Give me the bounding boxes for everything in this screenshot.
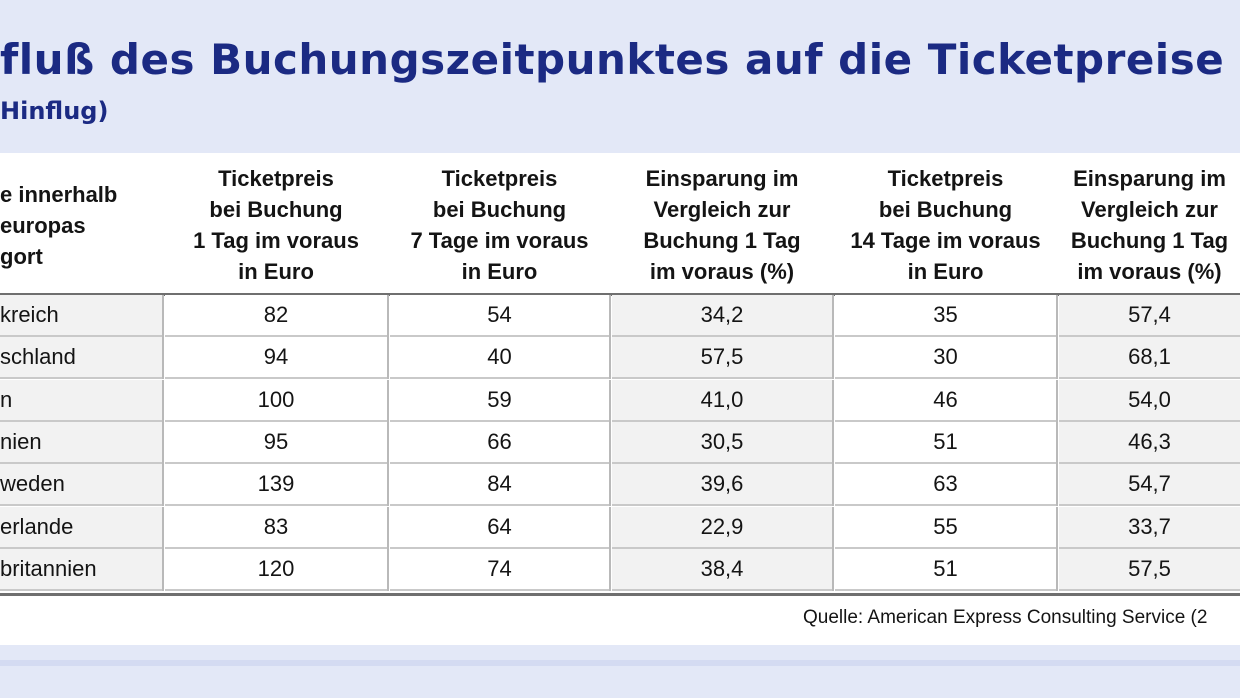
source-note: Quelle: American Express Consulting Serv… bbox=[803, 607, 1208, 628]
table-cell: 66 bbox=[390, 421, 609, 464]
column-divider bbox=[1056, 421, 1058, 464]
row-label: britannien bbox=[0, 548, 162, 591]
table-cell: 57,5 bbox=[1059, 548, 1240, 591]
column-divider bbox=[609, 295, 611, 337]
table-cell: 83 bbox=[165, 506, 387, 549]
column-divider bbox=[387, 295, 389, 337]
table-cell: 63 bbox=[835, 464, 1056, 507]
column-divider bbox=[609, 337, 611, 380]
table-cell: 35 bbox=[835, 295, 1056, 337]
row-label: schland bbox=[0, 337, 162, 380]
table-cell: 34,2 bbox=[612, 295, 832, 337]
table-cell: 38,4 bbox=[612, 548, 832, 591]
column-divider bbox=[832, 421, 834, 464]
column-divider bbox=[162, 379, 164, 422]
column-divider bbox=[832, 379, 834, 422]
table-cell: 51 bbox=[835, 421, 1056, 464]
row-label: n bbox=[0, 379, 162, 422]
row-label: nien bbox=[0, 421, 162, 464]
row-label: weden bbox=[0, 464, 162, 507]
column-divider bbox=[387, 464, 389, 507]
table-cell: 94 bbox=[165, 337, 387, 380]
table-cell: 30 bbox=[835, 337, 1056, 380]
table-cell: 95 bbox=[165, 421, 387, 464]
table-panel: e innerhalb europas gort Ticketpreis bei … bbox=[0, 153, 1240, 645]
table-cell: 54 bbox=[390, 295, 609, 337]
column-header-5: Einsparung im Vergleich zur Buchung 1 Ta… bbox=[1070, 166, 1229, 284]
table-cell: 57,5 bbox=[612, 337, 832, 380]
table-cell: 54,0 bbox=[1059, 379, 1240, 422]
column-divider bbox=[609, 421, 611, 464]
column-divider bbox=[1056, 337, 1058, 380]
table-cell: 54,7 bbox=[1059, 464, 1240, 507]
column-divider bbox=[387, 421, 389, 464]
table-cell: 84 bbox=[390, 464, 609, 507]
table-row: erlande 83 64 22,9 55 33,7 bbox=[0, 506, 1240, 549]
table-row: britannien 120 74 38,4 51 57,5 bbox=[0, 548, 1240, 591]
column-divider bbox=[162, 548, 164, 591]
column-divider bbox=[162, 337, 164, 380]
table-cell: 68,1 bbox=[1059, 337, 1240, 380]
table-row: kreich 82 54 34,2 35 57,4 bbox=[0, 295, 1240, 337]
column-divider bbox=[832, 295, 834, 337]
table-cell: 59 bbox=[390, 379, 609, 422]
table-cell: 57,4 bbox=[1059, 295, 1240, 337]
column-divider bbox=[609, 548, 611, 591]
table-cell: 64 bbox=[390, 506, 609, 549]
table-cell: 30,5 bbox=[612, 421, 832, 464]
column-divider bbox=[832, 506, 834, 549]
column-divider bbox=[832, 337, 834, 380]
column-divider bbox=[1056, 548, 1058, 591]
table-cell: 51 bbox=[835, 548, 1056, 591]
table-cell: 33,7 bbox=[1059, 506, 1240, 549]
table-row: nien 95 66 30,5 51 46,3 bbox=[0, 421, 1240, 464]
chart-subtitle: Hinflug) bbox=[0, 97, 109, 125]
column-divider bbox=[609, 464, 611, 507]
table-cell: 46,3 bbox=[1059, 421, 1240, 464]
table-cell: 40 bbox=[390, 337, 609, 380]
column-divider bbox=[609, 379, 611, 422]
column-divider bbox=[387, 379, 389, 422]
header-rule bbox=[0, 293, 1240, 296]
column-divider bbox=[162, 506, 164, 549]
table-cell: 74 bbox=[390, 548, 609, 591]
table-cell: 46 bbox=[835, 379, 1056, 422]
column-divider bbox=[1056, 379, 1058, 422]
table-cell: 82 bbox=[165, 295, 387, 337]
column-header-0: e innerhalb europas gort bbox=[0, 181, 118, 269]
column-divider bbox=[609, 506, 611, 549]
table-cell: 139 bbox=[165, 464, 387, 507]
table-cell: 55 bbox=[835, 506, 1056, 549]
table-row: n 100 59 41,0 46 54,0 bbox=[0, 379, 1240, 422]
column-header-4: Ticketpreis bei Buchung 14 Tage im vorau… bbox=[850, 166, 1041, 284]
column-divider bbox=[832, 548, 834, 591]
table-cell: 100 bbox=[165, 379, 387, 422]
column-divider bbox=[162, 421, 164, 464]
column-divider bbox=[1056, 464, 1058, 507]
bottom-band bbox=[0, 660, 1240, 666]
table-cell: 41,0 bbox=[612, 379, 832, 422]
chart-title: fluß des Buchungszeitpunktes auf die Tic… bbox=[0, 35, 1225, 84]
column-divider bbox=[387, 548, 389, 591]
column-divider bbox=[832, 464, 834, 507]
column-divider bbox=[387, 337, 389, 380]
row-label: erlande bbox=[0, 506, 162, 549]
column-divider bbox=[387, 506, 389, 549]
row-label: kreich bbox=[0, 295, 162, 337]
table-cell: 120 bbox=[165, 548, 387, 591]
table-cell: 39,6 bbox=[612, 464, 832, 507]
column-divider bbox=[162, 464, 164, 507]
table-cell: 22,9 bbox=[612, 506, 832, 549]
column-divider bbox=[1056, 295, 1058, 337]
column-header-3: Einsparung im Vergleich zur Buchung 1 Ta… bbox=[643, 166, 801, 284]
column-header-2: Ticketpreis bei Buchung 7 Tage im voraus… bbox=[410, 166, 589, 284]
column-divider bbox=[1056, 506, 1058, 549]
column-header-1: Ticketpreis bei Buchung 1 Tag im voraus … bbox=[193, 166, 359, 284]
footer-rule bbox=[0, 593, 1240, 596]
column-divider bbox=[162, 295, 164, 337]
table-row: schland 94 40 57,5 30 68,1 bbox=[0, 337, 1240, 380]
table-row: weden 139 84 39,6 63 54,7 bbox=[0, 464, 1240, 507]
